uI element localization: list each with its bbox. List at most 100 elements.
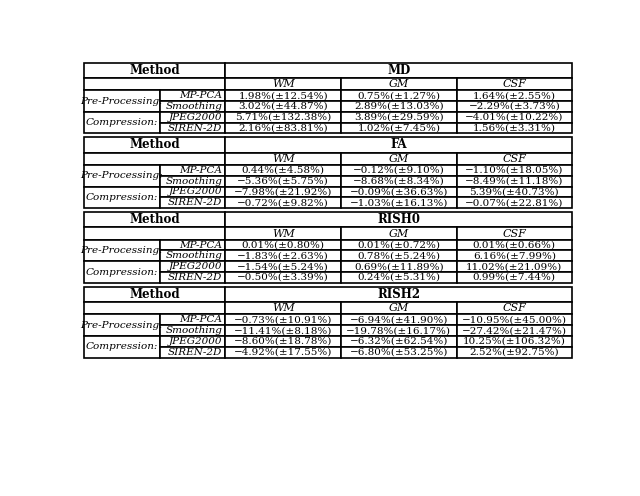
Bar [456, 227, 572, 240]
Text: WM: WM [272, 79, 294, 89]
Bar [84, 261, 159, 283]
Bar [84, 227, 225, 240]
Text: Compression:: Compression: [86, 118, 158, 127]
Bar [341, 336, 456, 347]
Bar [341, 227, 456, 240]
Bar [456, 272, 572, 283]
Text: Method: Method [129, 64, 180, 77]
Text: 2.16%(±83.81%): 2.16%(±83.81%) [239, 124, 328, 132]
Text: SIREN-2D: SIREN-2D [168, 273, 222, 282]
Text: Pre-Processing:: Pre-Processing: [81, 321, 163, 330]
Bar [456, 336, 572, 347]
Bar [456, 240, 572, 250]
Bar [341, 272, 456, 283]
Text: CSF: CSF [502, 79, 526, 89]
Bar [456, 314, 572, 325]
Bar [341, 197, 456, 208]
Bar [84, 302, 225, 314]
Text: 11.02%(±21.09%): 11.02%(±21.09%) [466, 262, 563, 271]
Bar [456, 153, 572, 165]
Bar [456, 261, 572, 272]
Bar [84, 336, 159, 358]
Text: 5.71%(±132.38%): 5.71%(±132.38%) [235, 113, 332, 122]
Bar [225, 78, 341, 90]
Bar [456, 347, 572, 358]
Text: Pre-Processing:: Pre-Processing: [81, 246, 163, 255]
Text: −0.73%(±10.91%): −0.73%(±10.91%) [234, 315, 332, 324]
Bar [225, 101, 341, 112]
Bar [225, 90, 341, 101]
Bar [159, 314, 225, 325]
Text: 2.52%(±92.75%): 2.52%(±92.75%) [470, 348, 559, 357]
Text: GM: GM [388, 79, 409, 89]
Bar [159, 186, 225, 197]
Text: GM: GM [388, 229, 409, 239]
Text: Compression:: Compression: [86, 342, 158, 351]
Bar [341, 90, 456, 101]
Text: Method: Method [129, 138, 180, 151]
Text: 6.16%(±7.99%): 6.16%(±7.99%) [473, 251, 556, 260]
Bar [456, 123, 572, 133]
Text: Smoothing: Smoothing [166, 102, 222, 111]
Bar [159, 336, 225, 347]
Text: 10.25%(±106.32%): 10.25%(±106.32%) [463, 337, 566, 346]
Text: −19.78%(±16.17%): −19.78%(±16.17%) [346, 326, 451, 335]
Bar [225, 272, 341, 283]
Bar [341, 101, 456, 112]
Text: 2.89%(±13.03%): 2.89%(±13.03%) [354, 102, 444, 111]
Text: −7.98%(±21.92%): −7.98%(±21.92%) [234, 187, 332, 196]
Bar [341, 186, 456, 197]
Bar [84, 287, 225, 302]
Bar [341, 153, 456, 165]
Bar [225, 240, 341, 250]
Bar [341, 325, 456, 336]
Text: 1.98%(±12.54%): 1.98%(±12.54%) [239, 91, 328, 100]
Text: 1.64%(±2.55%): 1.64%(±2.55%) [473, 91, 556, 100]
Bar [341, 176, 456, 186]
Bar [159, 165, 225, 176]
Bar [159, 101, 225, 112]
Bar [225, 123, 341, 133]
Text: −1.83%(±2.63%): −1.83%(±2.63%) [237, 251, 329, 260]
Bar [225, 165, 341, 176]
Bar [225, 227, 341, 240]
Text: RISH0: RISH0 [378, 213, 420, 226]
Bar [225, 186, 341, 197]
Text: −8.60%(±18.78%): −8.60%(±18.78%) [234, 337, 332, 346]
Bar [456, 176, 572, 186]
Bar [341, 302, 456, 314]
Text: WM: WM [272, 229, 294, 239]
Text: Pre-Processing:: Pre-Processing: [81, 97, 163, 106]
Bar [159, 90, 225, 101]
Text: 0.78%(±5.24%): 0.78%(±5.24%) [357, 251, 440, 260]
Bar [159, 176, 225, 186]
Bar [84, 90, 159, 112]
Bar [159, 250, 225, 261]
Text: 0.01%(±0.72%): 0.01%(±0.72%) [357, 241, 440, 249]
Bar [456, 90, 572, 101]
Text: 0.24%(±5.31%): 0.24%(±5.31%) [357, 273, 440, 282]
Text: MP-PCA: MP-PCA [179, 166, 222, 175]
Bar [456, 325, 572, 336]
Text: MP-PCA: MP-PCA [179, 315, 222, 324]
Text: −8.68%(±8.34%): −8.68%(±8.34%) [353, 177, 445, 186]
Bar [341, 123, 456, 133]
Text: FA: FA [390, 138, 407, 151]
Bar [225, 212, 572, 227]
Text: 3.02%(±44.87%): 3.02%(±44.87%) [239, 102, 328, 111]
Bar [84, 62, 225, 78]
Text: SIREN-2D: SIREN-2D [168, 124, 222, 132]
Bar [456, 112, 572, 123]
Text: Smoothing: Smoothing [166, 251, 222, 260]
Bar [341, 314, 456, 325]
Text: 0.75%(±1.27%): 0.75%(±1.27%) [357, 91, 440, 100]
Bar [456, 197, 572, 208]
Text: 5.39%(±40.73%): 5.39%(±40.73%) [470, 187, 559, 196]
Bar [84, 314, 159, 336]
Text: CSF: CSF [502, 154, 526, 164]
Bar [225, 62, 572, 78]
Bar [84, 186, 159, 208]
Text: −2.29%(±3.73%): −2.29%(±3.73%) [468, 102, 560, 111]
Text: −27.42%(±21.47%): −27.42%(±21.47%) [462, 326, 567, 335]
Bar [225, 176, 341, 186]
